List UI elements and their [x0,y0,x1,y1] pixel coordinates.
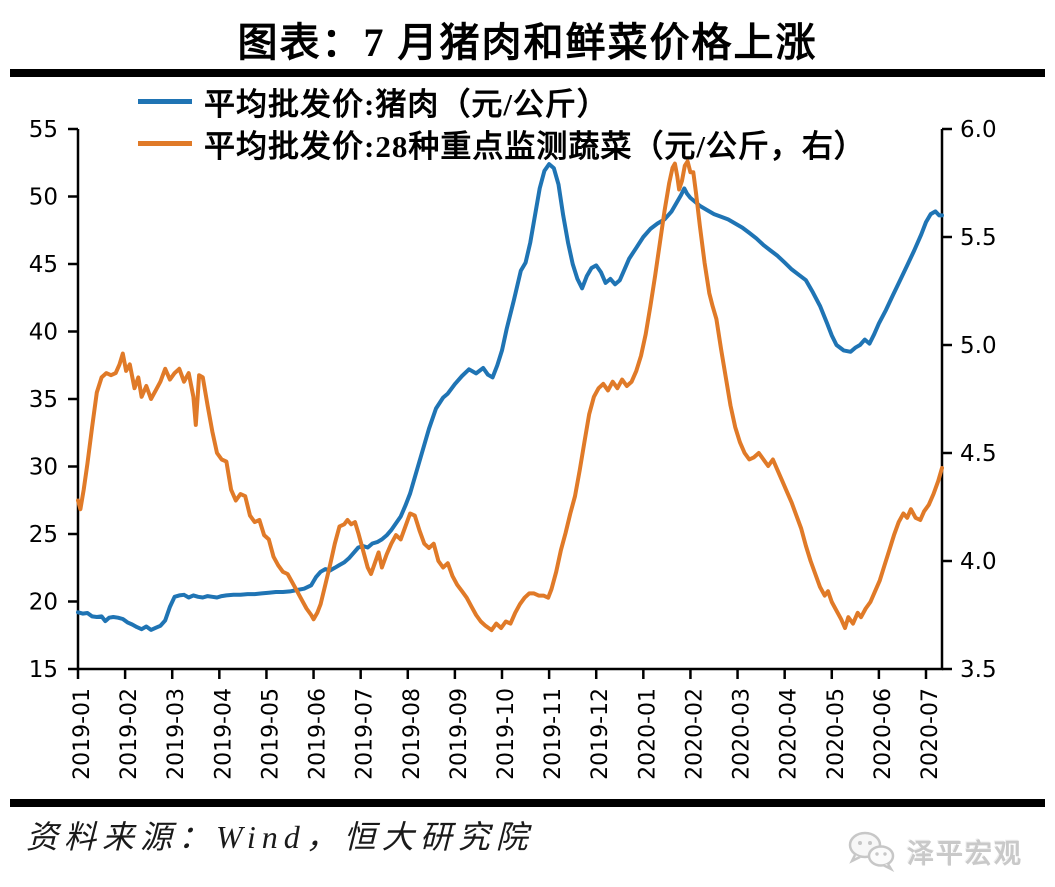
svg-text:30: 30 [29,455,58,481]
svg-text:40: 40 [29,320,58,346]
divider-bar-top [10,69,1045,77]
svg-text:2019-10: 2019-10 [494,688,519,780]
legend: 平均批发价:猪肉（元/公斤） 平均批发价:28种重点监测蔬菜（元/公斤，右） [138,82,866,164]
svg-text:35: 35 [29,387,58,413]
svg-text:2020-03: 2020-03 [730,688,755,780]
svg-text:15: 15 [29,657,58,683]
svg-text:2019-05: 2019-05 [258,688,283,780]
svg-text:50: 50 [29,185,58,211]
svg-text:2020-06: 2020-06 [871,688,896,780]
pork-line-swatch-icon [138,98,192,104]
svg-text:4.0: 4.0 [960,549,997,575]
svg-text:2019-04: 2019-04 [211,688,236,780]
svg-text:25: 25 [29,522,58,548]
svg-text:2019-06: 2019-06 [306,688,331,780]
svg-text:2019-11: 2019-11 [541,688,566,780]
svg-text:2019-01: 2019-01 [70,688,95,780]
chart-title: 图表：7 月猪肉和鲜菜价格上涨 [237,20,818,65]
svg-text:4.5: 4.5 [960,441,997,467]
legend-label-pork: 平均批发价:猪肉（元/公斤） [204,86,609,122]
svg-text:3.5: 3.5 [960,657,997,683]
legend-label-vegetables: 平均批发价:28种重点监测蔬菜（元/公斤，右） [204,128,866,164]
divider-bar-bottom [10,799,1045,807]
svg-text:2019-09: 2019-09 [447,688,472,780]
svg-text:5.0: 5.0 [960,333,997,359]
legend-item-vegetables: 平均批发价:28种重点监测蔬菜（元/公斤，右） [138,124,866,164]
svg-text:20: 20 [29,590,58,616]
vegetables-line-swatch-icon [138,140,192,146]
svg-text:2020-07: 2020-07 [918,688,943,780]
svg-text:2020-01: 2020-01 [635,688,660,780]
svg-text:2019-03: 2019-03 [164,688,189,780]
brand-name: 泽平宏观 [907,838,1023,869]
svg-text:2020-04: 2020-04 [777,688,802,780]
svg-text:45: 45 [29,252,58,278]
svg-text:2019-08: 2019-08 [400,688,425,780]
svg-text:5.5: 5.5 [960,225,997,251]
source-note: 资料来源：Wind，恒大研究院 [26,819,534,855]
legend-item-pork: 平均批发价:猪肉（元/公斤） [138,82,866,122]
svg-text:6.0: 6.0 [960,117,997,143]
wechat-bubbles-icon [848,831,895,872]
svg-text:2019-12: 2019-12 [588,688,613,780]
svg-text:2019-02: 2019-02 [117,688,142,780]
brand-watermark: 泽平宏观 [847,830,1023,872]
svg-text:2020-05: 2020-05 [824,688,849,780]
svg-text:55: 55 [29,117,58,143]
svg-text:2019-07: 2019-07 [353,688,378,780]
svg-text:2020-02: 2020-02 [682,688,707,780]
